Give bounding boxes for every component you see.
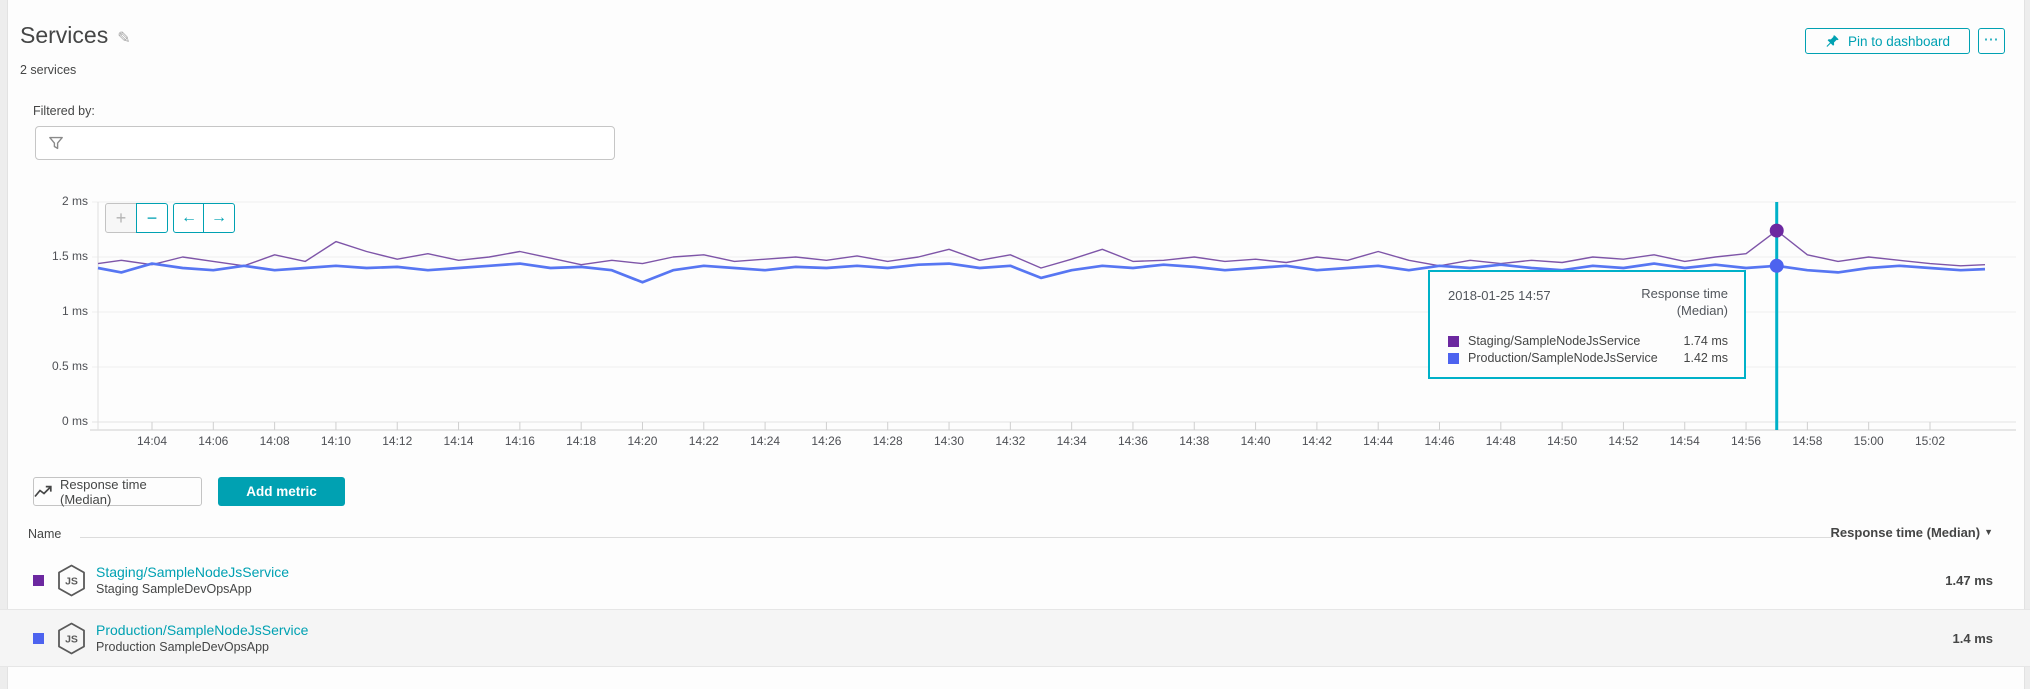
x-axis-label: 14:52 [1608,434,1639,448]
more-options-label: ⋯ [1983,31,2000,48]
y-axis-label: 0 ms [61,414,88,428]
service-app-label: Production SampleDevOpsApp [96,640,270,654]
service-name-block: Production/SampleNodeJsService Production… [96,622,1953,654]
service-link[interactable]: Production/SampleNodeJsService [96,622,309,638]
x-axis-label: 14:18 [566,434,597,448]
series-color-swatch [33,574,44,586]
y-axis-label: 1.5 ms [51,249,88,263]
service-name-block: Staging/SampleNodeJsService Staging Sampl… [96,564,1945,596]
line-chart-icon [34,485,52,499]
tooltip-metric-label: Response time (Median) [1641,286,1728,319]
zoom-out-button[interactable]: − [136,203,168,233]
service-response-time: 1.4 ms [1952,630,1993,646]
x-axis-label: 14:08 [259,434,290,448]
x-axis-label: 14:44 [1363,434,1394,448]
x-axis-label: 14:56 [1731,434,1762,448]
tooltip-legend-row: Production/SampleNodeJsService 1.42 ms [1448,351,1728,365]
filter-input-container[interactable] [35,126,615,160]
service-table-row[interactable]: JS Staging/SampleNodeJsService Staging Sam… [0,551,2030,609]
x-axis-label: 15:00 [1853,434,1884,448]
metric-pill-label: Response time (Median) [60,476,147,507]
pan-right-button[interactable]: → [203,203,235,233]
x-axis-label: 14:36 [1117,434,1148,448]
series-color-swatch [33,632,44,644]
x-axis-label: 14:32 [995,434,1026,448]
service-response-time: 1.47 ms [1945,572,1993,588]
service-link[interactable]: Staging/SampleNodeJsService [96,564,289,580]
svg-text:JS: JS [65,575,78,587]
x-axis-label: 14:38 [1179,434,1210,448]
x-axis-label: 14:06 [198,434,229,448]
x-axis-label: 14:14 [443,434,474,448]
x-axis-label: 14:28 [872,434,903,448]
add-metric-label: Add metric [246,484,317,499]
nodejs-icon: JS [58,564,85,596]
y-axis-label: 1 ms [61,304,88,318]
x-axis-label: 14:48 [1485,434,1516,448]
metric-pill-button[interactable]: Response time (Median) [33,476,202,507]
tooltip-service-value: 1.42 ms [1683,351,1728,366]
filter-funnel-icon [48,135,64,151]
chart-tooltip: 2018-01-25 14:57 Response time (Median) … [1428,270,1746,380]
x-axis-label: 14:40 [1240,434,1271,448]
x-axis-label: 14:54 [1669,434,1700,448]
series-color-swatch [1448,352,1459,364]
x-axis-label: 14:26 [811,434,842,448]
series-color-swatch [1448,335,1459,347]
tooltip-service-name: Staging/SampleNodeJsService [1468,334,1641,349]
highlight-point [1769,258,1784,273]
table-header-name: Name [28,527,62,541]
zoom-in-button[interactable]: + [105,203,137,233]
tooltip-legend-row: Staging/SampleNodeJsService 1.74 ms [1448,334,1728,348]
x-axis-label: 14:24 [750,434,781,448]
service-count: 2 services [20,63,77,77]
tooltip-service-name: Production/SampleNodeJsService [1468,351,1658,366]
page-title-text: Services [20,22,109,48]
x-axis-label: 14:58 [1792,434,1823,448]
more-options-button[interactable]: ⋯ [1978,28,2005,54]
series-line [97,229,1986,269]
svg-text:JS: JS [65,633,78,645]
x-axis-label: 14:30 [934,434,965,448]
service-table-row[interactable]: JS Production/SampleNodeJsService Producti… [0,609,2030,667]
page-title: Services ✎ [20,22,131,49]
chart-plot[interactable] [0,190,2030,450]
x-axis-label: 14:10 [320,434,351,448]
nodejs-icon: JS [58,622,85,654]
table-header-response-time[interactable]: Response time (Median) ▼ [1831,525,1993,540]
tooltip-timestamp: 2018-01-25 14:57 [1448,288,1551,303]
tooltip-service-value: 1.74 ms [1683,334,1728,349]
y-axis-label: 0.5 ms [51,359,88,373]
x-axis-label: 14:46 [1424,434,1455,448]
table-header-response-time-label: Response time (Median) [1830,525,1981,540]
table-header-divider [80,537,1832,538]
response-time-chart[interactable]: + − ← → 2 ms 1.5 ms 1 ms 0.5 ms 0 ms 14:04 14:… [0,190,2030,465]
pin-to-dashboard-button[interactable]: Pin to dashboard [1805,28,1970,54]
pin-icon [1825,34,1840,49]
x-axis-label: 14:12 [382,434,413,448]
add-metric-button[interactable]: Add metric [218,477,345,506]
x-axis-label: 15:02 [1914,434,1945,448]
x-axis-label: 14:04 [136,434,168,448]
x-axis-label: 14:16 [504,434,535,448]
service-app-label: Staging SampleDevOpsApp [96,582,252,596]
pan-left-button[interactable]: ← [173,203,205,233]
x-axis-label: 14:22 [688,434,719,448]
series-line [97,262,1986,284]
pin-to-dashboard-label: Pin to dashboard [1847,33,1951,49]
x-axis-label: 14:34 [1056,434,1087,448]
highlight-point [1769,223,1784,238]
x-axis-label: 14:20 [627,434,658,448]
x-axis-label: 14:50 [1547,434,1578,448]
y-axis-label: 2 ms [61,194,88,208]
tooltip-legend: Staging/SampleNodeJsService 1.74 ms Produc… [1448,334,1728,365]
x-axis-label: 14:42 [1301,434,1332,448]
filter-label: Filtered by: [33,104,95,118]
filter-input[interactable] [72,134,614,152]
sort-descending-icon: ▼ [1984,527,1993,537]
edit-title-icon[interactable]: ✎ [117,30,131,47]
